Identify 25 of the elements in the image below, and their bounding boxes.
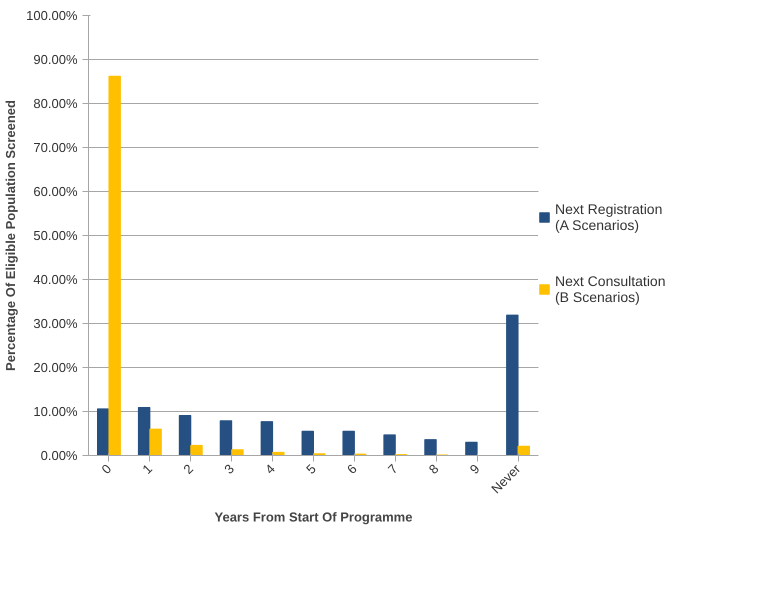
x-tick-label: 1 <box>139 461 156 477</box>
x-axis-title: Years From Start Of Programme <box>214 510 412 525</box>
x-tick-label: 9 <box>466 461 482 477</box>
y-tick-label: 0.00% <box>40 448 78 463</box>
x-tick-label: 4 <box>262 461 278 477</box>
x-tick-label: 8 <box>426 461 442 477</box>
x-tick-label: 6 <box>344 461 360 477</box>
y-tick-label: 100.00% <box>26 8 78 23</box>
y-tick-label: 10.00% <box>33 404 78 419</box>
legend-label: Next Registration (A Scenarios) <box>555 201 662 233</box>
x-tick-label: 5 <box>303 461 319 477</box>
y-tick-label: 80.00% <box>33 96 78 111</box>
y-tick-label: 20.00% <box>33 360 78 375</box>
y-tick-label: 50.00% <box>33 228 78 243</box>
y-tick-label: 90.00% <box>33 52 78 67</box>
y-tick-label: 60.00% <box>33 184 78 199</box>
x-tick-label: 3 <box>221 461 237 477</box>
legend-label: Next Consultation (B Scenarios) <box>555 273 666 305</box>
x-tick-label: 2 <box>180 461 196 477</box>
x-tick-label: 0 <box>98 461 114 477</box>
y-tick-label: 70.00% <box>33 140 78 155</box>
y-tick-label: 40.00% <box>33 272 78 287</box>
x-tick-label: 7 <box>384 461 401 477</box>
y-tick-label: 30.00% <box>33 316 78 331</box>
y-axis-title: Percentage Of Eligible Population Screened <box>3 100 18 371</box>
